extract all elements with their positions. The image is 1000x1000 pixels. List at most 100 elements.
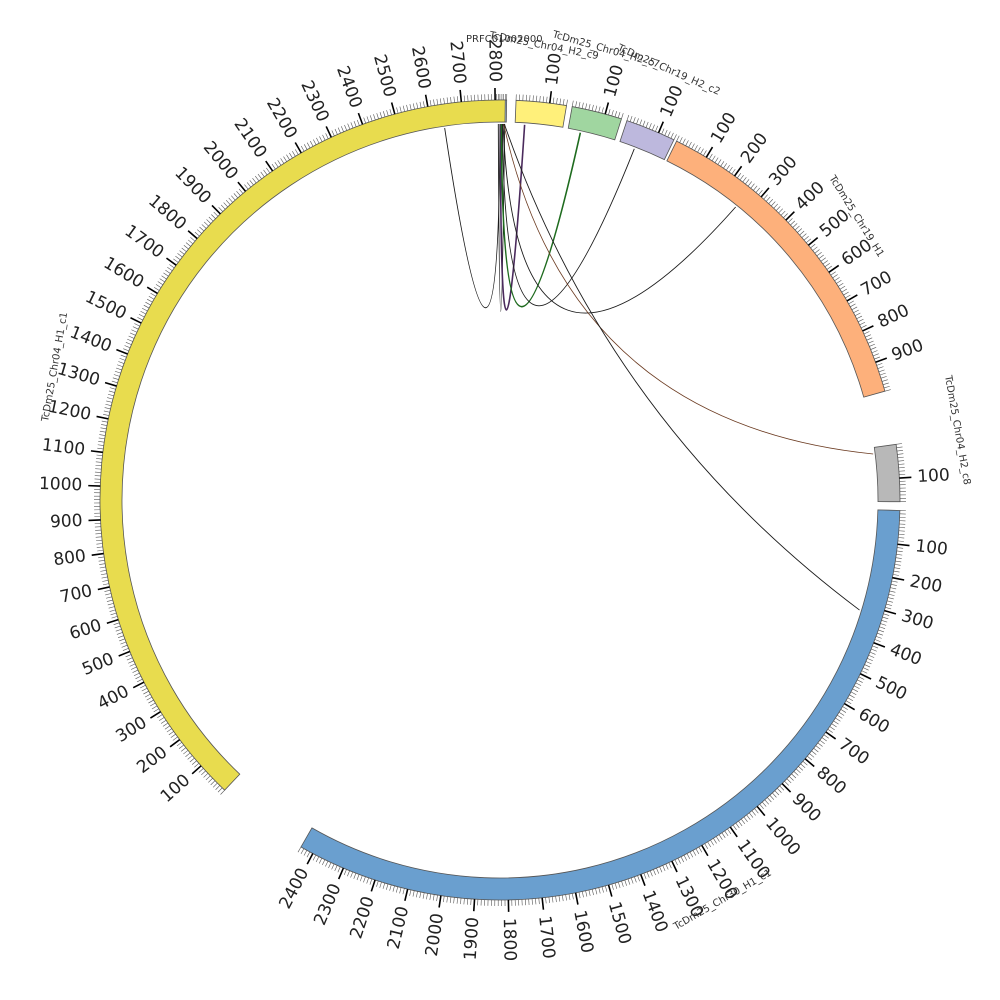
minor-tick — [797, 228, 803, 233]
minor-tick — [588, 104, 591, 111]
minor-tick — [546, 96, 548, 103]
minor-tick — [439, 98, 442, 105]
minor-tick — [292, 150, 296, 157]
minor-tick — [819, 739, 825, 745]
major-tick — [781, 783, 792, 793]
tick-label: 300 — [899, 606, 936, 634]
minor-tick — [97, 444, 104, 446]
minor-tick — [325, 133, 329, 139]
minor-tick — [745, 179, 750, 185]
minor-tick — [344, 124, 348, 131]
minor-tick — [887, 600, 893, 603]
minor-tick — [433, 99, 435, 106]
minor-tick — [150, 702, 156, 707]
minor-tick — [831, 723, 837, 728]
link-prf-chr04_h2_c7 — [500, 124, 582, 308]
minor-tick — [266, 167, 271, 174]
minor-tick — [198, 768, 204, 773]
minor-tick — [319, 136, 323, 142]
major-tick — [118, 650, 131, 657]
major-tick — [828, 264, 840, 273]
minor-tick — [661, 128, 665, 135]
link-prf-chr19_h2_c2 — [501, 124, 635, 307]
minor-tick — [306, 851, 311, 858]
minor-tick — [128, 335, 135, 339]
minor-tick — [140, 684, 146, 689]
link-prf-chr19_h1 — [502, 123, 736, 314]
minor-tick — [838, 712, 845, 716]
minor-tick — [787, 218, 793, 223]
tick-label: 1500 — [82, 287, 130, 324]
minor-tick — [429, 100, 432, 107]
major-tick — [862, 325, 874, 332]
minor-tick — [698, 846, 703, 853]
minor-tick — [303, 144, 308, 150]
minor-tick — [806, 238, 812, 243]
minor-tick — [802, 761, 808, 766]
minor-tick — [895, 557, 902, 559]
minor-tick — [877, 366, 884, 369]
minor-tick — [621, 113, 624, 119]
minor-tick — [548, 896, 550, 903]
minor-tick — [191, 760, 197, 765]
major-tick — [191, 765, 202, 775]
major-tick — [357, 112, 364, 125]
minor-tick — [369, 115, 373, 122]
major-tick — [169, 738, 181, 748]
minor-tick — [146, 298, 153, 303]
minor-tick — [337, 127, 341, 134]
tick-label: 700 — [58, 581, 94, 608]
minor-tick — [738, 820, 743, 827]
minor-tick — [399, 887, 402, 894]
minor-tick — [898, 460, 905, 462]
minor-tick — [103, 410, 110, 413]
minor-tick — [727, 828, 732, 835]
minor-tick — [194, 231, 200, 237]
minor-tick — [817, 742, 823, 747]
tick-label: 600 — [67, 615, 104, 644]
minor-tick — [617, 112, 621, 118]
minor-tick — [190, 237, 196, 242]
minor-tick — [106, 599, 113, 602]
tick-label: 2100 — [384, 904, 413, 951]
major-tick — [211, 204, 221, 215]
minor-tick — [685, 140, 689, 146]
minor-tick — [552, 97, 555, 104]
segment-name-prf: PRFC01002000 — [466, 34, 543, 45]
minor-tick — [373, 114, 376, 121]
minor-tick — [257, 173, 262, 180]
minor-tick — [208, 778, 213, 783]
minor-tick — [879, 372, 886, 376]
tick-label: 1300 — [55, 359, 102, 390]
major-tick — [96, 415, 109, 420]
minor-tick — [166, 728, 172, 733]
minor-tick — [231, 195, 236, 201]
minor-tick — [841, 288, 848, 293]
minor-tick — [215, 785, 220, 790]
minor-tick — [624, 879, 627, 886]
tick-label: 1900 — [461, 917, 484, 961]
minor-tick — [880, 623, 887, 626]
minor-tick — [811, 750, 817, 755]
minor-tick — [386, 110, 389, 117]
minor-tick — [810, 243, 816, 249]
minor-tick — [704, 843, 709, 849]
minor-tick — [203, 773, 209, 778]
minor-tick — [457, 96, 459, 103]
minor-tick — [449, 896, 452, 903]
minor-tick — [875, 636, 882, 639]
minor-tick — [392, 885, 395, 892]
major-tick — [729, 826, 738, 838]
tick-label: 100 — [600, 63, 628, 100]
minor-tick — [115, 367, 122, 371]
minor-tick — [849, 694, 855, 698]
minor-tick — [96, 546, 103, 548]
tick-label: 1500 — [604, 900, 635, 947]
minor-tick — [614, 883, 618, 889]
minor-tick — [864, 664, 871, 668]
minor-tick — [218, 207, 224, 212]
minor-tick — [297, 846, 302, 853]
major-tick — [701, 844, 709, 857]
minor-tick — [538, 898, 540, 905]
minor-tick — [645, 121, 649, 128]
